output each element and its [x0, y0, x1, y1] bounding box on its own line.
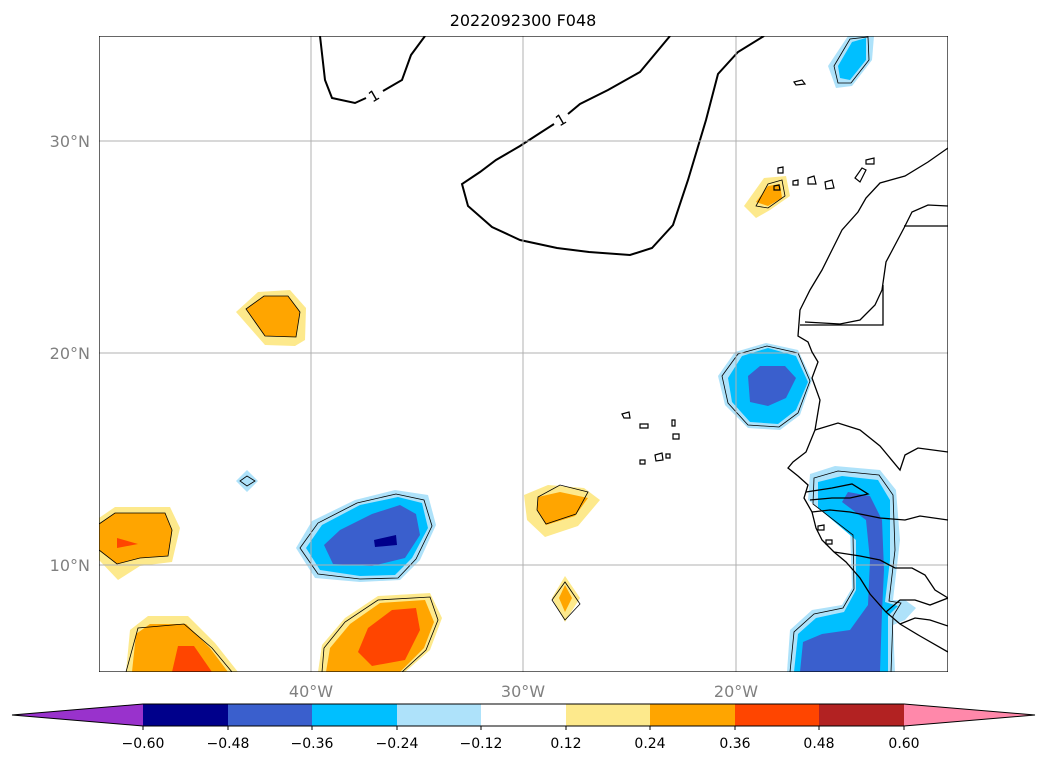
lon-label-20w: 20°W: [714, 682, 758, 701]
colorbar-segment: [481, 704, 566, 726]
colorbar-tick-label: 0.36: [719, 736, 750, 752]
colorbar-tick-label: −0.24: [376, 736, 419, 752]
anomaly-field-6n-45w: [126, 616, 238, 672]
colorbar-segment: [312, 704, 397, 726]
colorbar-tick-label: −0.12: [460, 736, 503, 752]
anomaly-field-11n-48w: [99, 507, 180, 580]
colorbar-tick-label: 0.60: [888, 736, 919, 752]
colorbar-tick-label: 0.48: [803, 736, 834, 752]
colorbar-segment: [650, 704, 735, 726]
colorbar-tick-label: 0.12: [550, 736, 581, 752]
figure-title: 2022092300 F048: [450, 11, 597, 30]
colorbar-extend-min: [12, 704, 143, 726]
colorbar-tick-label: −0.60: [122, 736, 165, 752]
colorbar-tick-label: −0.36: [291, 736, 334, 752]
colorbar-segment: [735, 704, 819, 726]
lon-label-30w: 30°W: [501, 682, 545, 701]
coastlines: [787, 147, 948, 653]
map-panel: 1 1: [99, 36, 948, 672]
thin-contours: [99, 36, 902, 672]
anomaly-field-7n-37w: [318, 593, 442, 672]
anomaly-field-12n-28w: [524, 485, 600, 537]
colorbar-segment: [228, 704, 312, 726]
latitude-labels: 30°N 20°N 10°N: [50, 132, 90, 575]
colorbar-segment: [143, 704, 228, 726]
islands: [621, 79, 875, 545]
colorbar-tick-label: 0.24: [634, 736, 665, 752]
contour-line-1: [319, 36, 765, 257]
colorbar: −0.60 −0.48 −0.36 −0.24 −0.12 0.12 0.24 0.36 0.4…: [11, 703, 1036, 752]
anomaly-field-18n-18w: [718, 343, 812, 430]
lat-label-10n: 10°N: [50, 556, 90, 575]
lon-label-40w: 40°W: [289, 682, 333, 701]
colorbar-tick-label: −0.48: [207, 736, 250, 752]
lat-label-20n: 20°N: [50, 344, 90, 363]
anomaly-field-11n-36w: [296, 490, 436, 582]
colorbar-segment: [566, 704, 650, 726]
lat-label-30n: 30°N: [50, 132, 90, 151]
anomaly-field-34n-15w: [828, 36, 874, 88]
anomaly-field-14n-43w: [236, 470, 258, 492]
gridlines: [99, 36, 948, 672]
colorbar-extend-max: [904, 704, 1035, 726]
colorbar-segment: [397, 704, 481, 726]
colorbar-segment: [819, 704, 904, 726]
longitude-labels: 40°W 30°W 20°W: [289, 682, 758, 701]
